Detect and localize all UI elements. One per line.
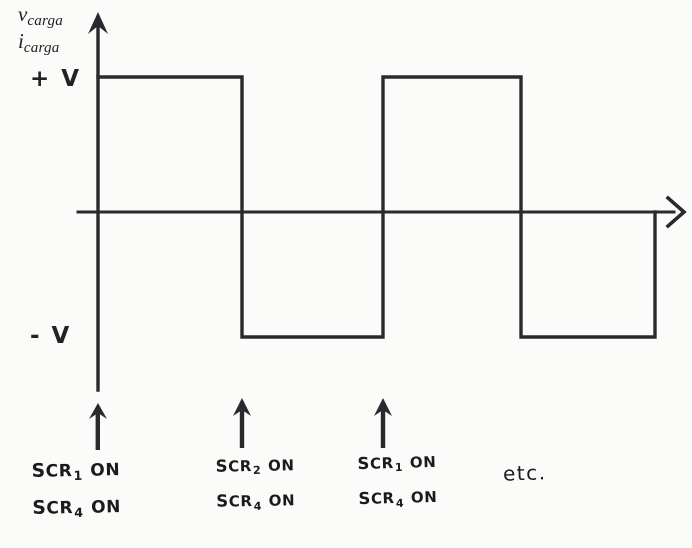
scr-annotation-line: SCR1 ON [31, 460, 121, 483]
axis-label-current: icarga [18, 31, 60, 56]
axis-label-voltage-subscript: carga [27, 13, 64, 30]
scr-lead: S [215, 456, 229, 476]
scr-state: ON [268, 491, 296, 511]
scr-annotation-group-3: SCR1 ON SCR4 ON [357, 452, 438, 510]
scr-lead: S [32, 497, 47, 520]
trigger-arrow-2 [233, 398, 251, 448]
scr-state: ON [267, 456, 295, 475]
axis-label-voltage: vcarga [18, 4, 63, 29]
axis-label-current-symbol: i [18, 29, 24, 53]
scr-subscript: 1 [73, 467, 84, 483]
scr-subscript: 4 [74, 504, 84, 521]
scr-lead: S [358, 489, 372, 509]
trigger-arrow-1 [89, 403, 107, 450]
scr-annotation-group-1: SCR1 ON SCR4 ON [31, 460, 122, 521]
scr-state: ON [409, 452, 437, 472]
scr-subscript: 2 [252, 464, 262, 478]
continuation-label: etc. [502, 460, 547, 486]
scr-rest: CR [370, 489, 395, 509]
axis-label-voltage-symbol: v [18, 2, 28, 26]
trigger-arrows [89, 398, 392, 450]
scr-rest: CR [46, 498, 74, 519]
scr-state: ON [90, 497, 122, 519]
scr-annotation-line: SCR4 ON [358, 488, 438, 510]
negative-level-label: - V [30, 323, 72, 349]
scr-subscript: 1 [394, 461, 404, 475]
scr-lead: S [216, 491, 229, 512]
scr-annotation-line: SCR1 ON [357, 452, 437, 475]
scr-state: ON [410, 488, 438, 508]
scr-rest: CR [369, 454, 394, 473]
positive-level-label: + V [30, 66, 82, 92]
scr-annotation-group-2: SCR2 ON SCR4 ON [215, 456, 296, 513]
scr-annotation-line: SCR4 ON [32, 497, 122, 521]
scr-lead: S [31, 460, 46, 482]
trigger-arrow-3 [374, 398, 392, 448]
scr-subscript: 4 [253, 499, 263, 513]
axis-label-current-subscript: carga [23, 40, 60, 57]
scr-state: ON [90, 460, 121, 481]
scr-subscript: 4 [395, 496, 405, 510]
scr-annotation-line: SCR4 ON [216, 491, 296, 513]
scr-rest: CR [45, 461, 73, 482]
vertical-axis-arrowhead [88, 12, 108, 34]
scr-rest: CR [228, 457, 253, 476]
time-axis-arrowhead [665, 195, 687, 229]
scr-annotation-line: SCR2 ON [215, 456, 295, 478]
scr-rest: CR [228, 492, 253, 511]
square-wave-trace [96, 75, 657, 339]
scr-lead: S [357, 453, 371, 474]
